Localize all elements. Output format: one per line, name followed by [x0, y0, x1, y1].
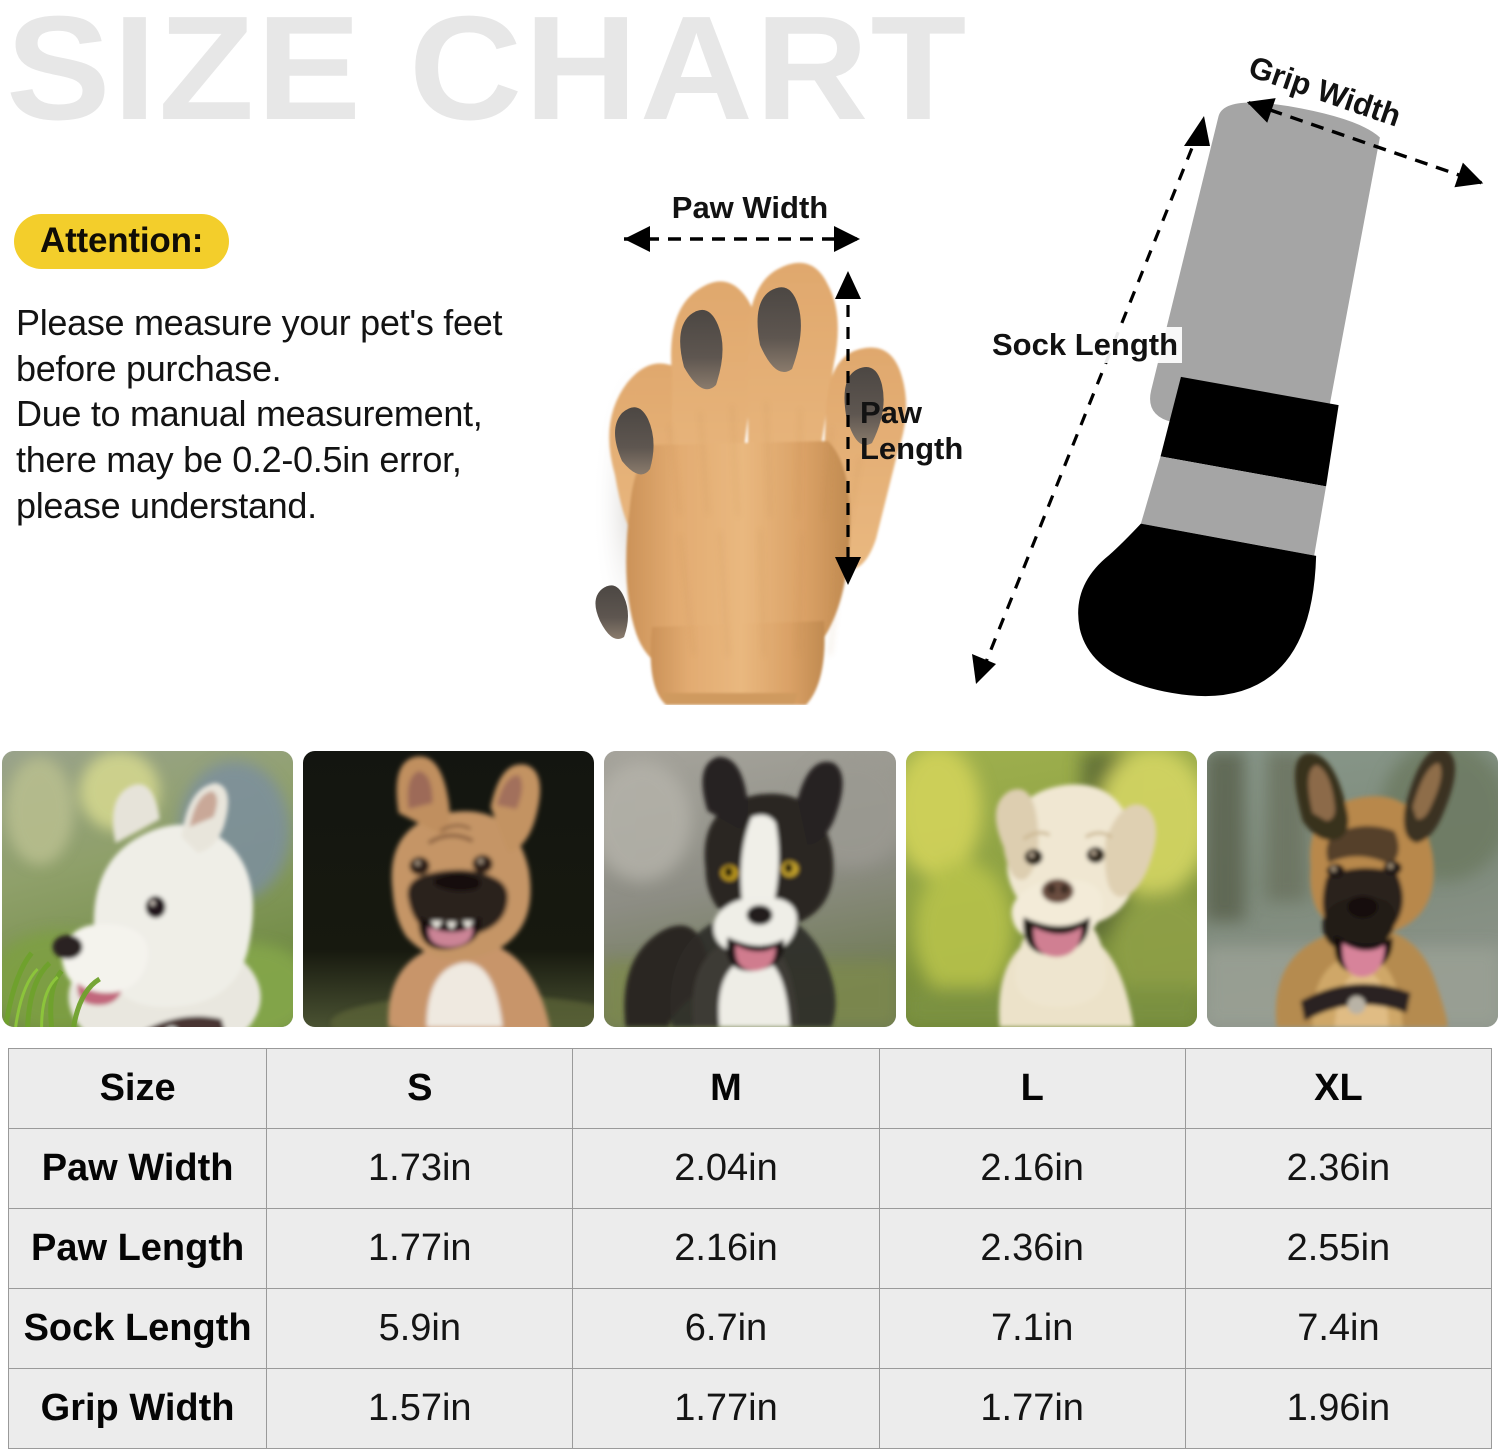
row-label-paw-width: Paw Width [7, 1128, 268, 1209]
cell-grip-width-m: 1.77in [572, 1368, 880, 1449]
photo-french-bulldog [303, 751, 595, 1027]
table-row: Paw Width 1.73in 2.04in 2.16in 2.36in [7, 1128, 1493, 1209]
paw-width-arrow-icon [624, 226, 860, 252]
table-header-size: Size [7, 1048, 268, 1129]
cell-sock-length-s: 5.9in [266, 1288, 574, 1369]
cell-paw-length-s: 1.77in [266, 1208, 574, 1289]
table-header-row: Size S M L XL [7, 1048, 1493, 1129]
cell-sock-length-m: 6.7in [572, 1288, 880, 1369]
table-row: Grip Width 1.57in 1.77in 1.77in 1.96in [7, 1368, 1493, 1449]
sock-length-arrow-icon [972, 116, 1210, 684]
table-header-xl: XL [1184, 1048, 1493, 1129]
cell-paw-length-m: 2.16in [572, 1208, 880, 1289]
page-title: SIZE CHART [6, 0, 969, 151]
cell-paw-width-s: 1.73in [266, 1128, 574, 1209]
photo-yellow-labrador [905, 751, 1197, 1027]
attention-badge: Attention: [14, 214, 230, 269]
table-header-s: S [266, 1048, 574, 1129]
cell-sock-length-xl: 7.4in [1184, 1288, 1493, 1369]
row-label-sock-length: Sock Length [7, 1288, 268, 1369]
cell-paw-width-xl: 2.36in [1184, 1128, 1493, 1209]
photo-west-highland-white-terrier [2, 751, 294, 1027]
cell-paw-length-l: 2.36in [878, 1208, 1186, 1289]
row-label-paw-length: Paw Length [7, 1208, 268, 1289]
table-row: Sock Length 5.9in 6.7in 7.1in 7.4in [7, 1288, 1493, 1369]
grip-width-arrow-icon [1246, 98, 1484, 188]
cell-grip-width-l: 1.77in [878, 1368, 1186, 1449]
attention-body-text: Please measure your pet's feet before pu… [16, 302, 503, 526]
dog-sock-illustration [1078, 102, 1380, 697]
photo-border-collie [604, 751, 896, 1027]
table-header-m: M [572, 1048, 880, 1129]
paw-length-label: Paw Length [860, 395, 964, 466]
table-header-l: L [878, 1048, 1186, 1129]
sock-length-label: Sock Length [988, 327, 1183, 363]
cell-grip-width-s: 1.57in [266, 1368, 574, 1449]
photo-german-shepherd [1206, 751, 1499, 1027]
paw-width-label: Paw Width [671, 190, 829, 225]
paw-length-arrow-icon [835, 271, 861, 585]
cell-paw-length-xl: 2.55in [1184, 1208, 1493, 1289]
paw-measurement-figure: Paw Width Paw Length [560, 175, 1000, 705]
dog-photo-strip [0, 751, 1500, 1027]
sock-measurement-figure: Grip Width Sock Length [940, 30, 1500, 710]
cell-grip-width-xl: 1.96in [1184, 1368, 1493, 1449]
size-table: Size S M L XL Paw Width 1.73in 2.04in 2.… [7, 1048, 1493, 1449]
paw-photo [592, 262, 907, 705]
row-label-grip-width: Grip Width [7, 1368, 268, 1449]
cell-sock-length-l: 7.1in [878, 1288, 1186, 1369]
cell-paw-width-m: 2.04in [572, 1128, 880, 1209]
cell-paw-width-l: 2.16in [878, 1128, 1186, 1209]
table-row: Paw Length 1.77in 2.16in 2.36in 2.55in [7, 1208, 1493, 1289]
